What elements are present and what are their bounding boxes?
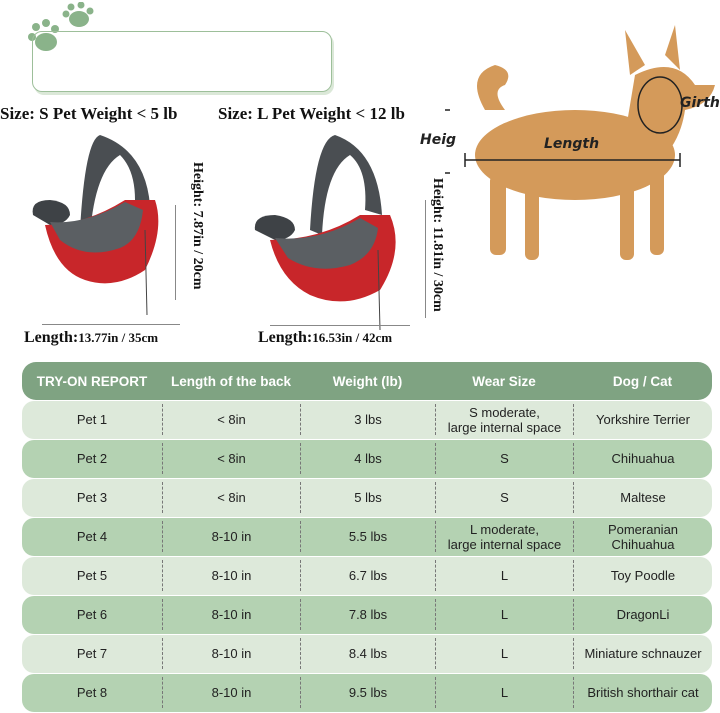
table-cell: 8-10 in xyxy=(162,521,300,553)
table-row: Pet 8 8-10 in 9.5 lbs L British shorthair ca… xyxy=(22,673,712,712)
size-l-label: Size: L Pet Weight < 12 lb xyxy=(218,104,405,123)
table-cell: Pomeranian Chihuahua xyxy=(573,521,712,553)
table-cell: Yorkshire Terrier xyxy=(573,404,712,436)
bag-s-length: Length:13.77in / 35cm xyxy=(24,329,159,346)
table-cell: 8-10 in xyxy=(162,560,300,592)
table-cell: Chihuahua xyxy=(573,443,712,475)
table-cell: British shorthair cat xyxy=(573,677,712,709)
table-cell: Miniature schnauzer xyxy=(573,638,712,670)
table-cell: L xyxy=(435,599,573,631)
header-weight: Weight (lb) xyxy=(332,373,403,389)
table-cell: Maltese xyxy=(573,482,712,514)
table-cell: Toy Poodle xyxy=(573,560,712,592)
table-cell: L xyxy=(435,638,573,670)
table-cell: 5 lbs xyxy=(300,482,435,514)
bag-l-image xyxy=(254,135,396,330)
table-row: Pet 3 < 8in 5 lbs S Maltese xyxy=(22,478,712,517)
table-cell: 8-10 in xyxy=(162,638,300,670)
title-banner-box xyxy=(32,31,332,92)
header-wear-size: Wear Size xyxy=(472,373,536,389)
table-cell: 8.4 lbs xyxy=(300,638,435,670)
table-cell: Pet 2 xyxy=(76,451,108,467)
table-cell: DragonLi xyxy=(573,599,712,631)
table-cell: 8-10 in xyxy=(162,677,300,709)
size-s-label: Size: S Pet Weight < 5 lb xyxy=(0,104,178,123)
header-dog-cat: Dog / Cat xyxy=(612,373,673,389)
table-cell: L xyxy=(435,677,573,709)
bag-l-length: Length:16.53in / 42cm xyxy=(258,329,393,346)
bag-s-height: Height: 7.87in / 20cm xyxy=(190,162,205,290)
table-header: TRY-ON REPORT Length of the back Weight … xyxy=(22,362,712,400)
table-cell: Pet 6 xyxy=(76,607,108,623)
table-cell: L moderate, large internal space xyxy=(435,521,573,553)
table-cell: S xyxy=(435,443,573,475)
table-cell: 5.5 lbs xyxy=(300,521,435,553)
bag-l-height: Height: 11.81in / 30cm xyxy=(430,178,445,312)
table-cell: 8-10 in xyxy=(162,599,300,631)
table-cell: L xyxy=(435,560,573,592)
dog-image xyxy=(445,25,715,260)
table-cell: 3 lbs xyxy=(300,404,435,436)
table-cell: Pet 1 xyxy=(76,412,108,428)
header-try-on-report: TRY-ON REPORT xyxy=(36,373,148,389)
table-row: Pet 4 8-10 in 5.5 lbs L moderate, large inte… xyxy=(22,517,712,556)
table-cell: 6.7 lbs xyxy=(300,560,435,592)
table-cell: < 8in xyxy=(162,443,300,475)
table-cell: Pet 8 xyxy=(76,685,108,701)
table-cell: S xyxy=(435,482,573,514)
table-row: Pet 7 8-10 in 8.4 lbs L Miniature schnauzer xyxy=(22,634,712,673)
bag-s-image xyxy=(32,135,159,316)
table-cell: 9.5 lbs xyxy=(300,677,435,709)
table-cell: Pet 3 xyxy=(76,490,108,506)
try-on-report-table: TRY-ON REPORT Length of the back Weight … xyxy=(22,362,712,713)
table-cell: 4 lbs xyxy=(300,443,435,475)
table-cell: S moderate, large internal space xyxy=(435,404,573,436)
table-cell: Pet 4 xyxy=(76,529,108,545)
table-cell: < 8in xyxy=(162,482,300,514)
dog-girth-label: Girth xyxy=(680,95,720,111)
table-cell: < 8in xyxy=(162,404,300,436)
table-cell: Pet 7 xyxy=(76,646,108,662)
table-row: Pet 1 < 8in 3 lbs S moderate, large internal… xyxy=(22,400,712,439)
table-cell: Pet 5 xyxy=(76,568,108,584)
paw-prints-icon xyxy=(28,2,94,51)
dog-height-label: Heig xyxy=(420,132,457,148)
table-row: Pet 6 8-10 in 7.8 lbs L DragonLi xyxy=(22,595,712,634)
header-length: Length of the back xyxy=(170,373,291,389)
table-cell: 7.8 lbs xyxy=(300,599,435,631)
table-row: Pet 2 < 8in 4 lbs S Chihuahua xyxy=(22,439,712,478)
dog-length-label: Length xyxy=(544,136,600,152)
table-row: Pet 5 8-10 in 6.7 lbs L Toy Poodle xyxy=(22,556,712,595)
